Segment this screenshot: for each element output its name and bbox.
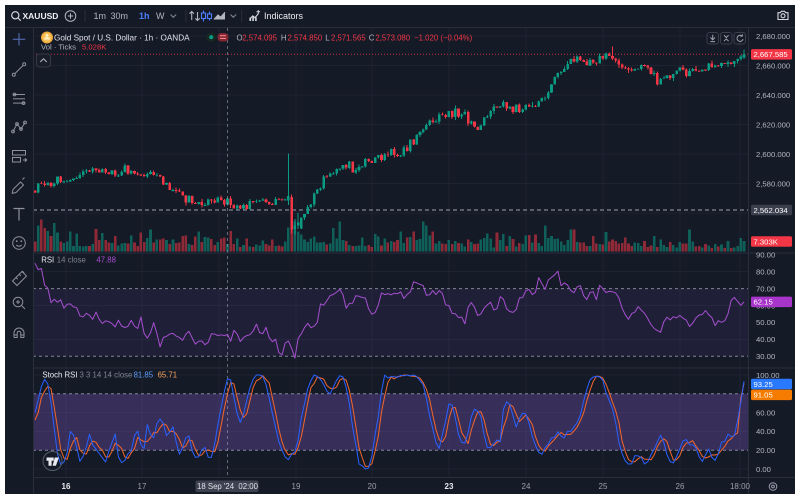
svg-text:2,680.000: 2,680.000 [756,32,790,41]
svg-text:16: 16 [62,482,71,491]
svg-text:5.028K: 5.028K [82,43,107,52]
svg-text:Vol · Ticks: Vol · Ticks [41,43,76,52]
svg-text:C: C [369,34,375,43]
svg-text:3 3 14 14 close: 3 3 14 14 close [80,371,133,380]
svg-text:93.25: 93.25 [754,380,773,389]
svg-text:30.00: 30.00 [756,352,775,361]
svg-text:1m: 1m [94,11,107,21]
svg-text:2,562.034: 2,562.034 [754,206,789,215]
svg-text:2,600.000: 2,600.000 [756,150,790,159]
svg-text:20.00: 20.00 [756,446,775,455]
svg-text:40.00: 40.00 [756,335,775,344]
svg-text:W: W [156,11,165,21]
svg-text:2,574.850: 2,574.850 [288,34,323,43]
svg-text:RSI: RSI [41,256,54,265]
svg-text:Stoch RSI: Stoch RSI [42,371,77,380]
svg-text:81.85: 81.85 [134,371,154,380]
svg-text:2,640.000: 2,640.000 [756,91,790,100]
svg-text:60.00: 60.00 [756,408,775,417]
svg-text:80.00: 80.00 [756,268,775,277]
svg-text:18 Sep '24 02:00: 18 Sep '24 02:00 [197,482,259,491]
svg-text:1h: 1h [139,11,150,21]
svg-text:19: 19 [292,482,301,491]
svg-text:47.88: 47.88 [96,256,116,265]
svg-text:H: H [281,34,287,43]
svg-text:18:00: 18:00 [730,482,751,491]
svg-text:50.00: 50.00 [756,318,775,327]
svg-text:2,571.565: 2,571.565 [331,34,366,43]
svg-text:23: 23 [445,482,454,491]
svg-text:L: L [325,34,330,43]
svg-text:30m: 30m [111,11,129,21]
svg-text:26: 26 [676,482,685,491]
svg-text:65.71: 65.71 [158,371,178,380]
svg-text:−1.020 (−0.04%): −1.020 (−0.04%) [414,34,472,43]
svg-text:2,620.000: 2,620.000 [756,120,790,129]
svg-text:24: 24 [522,482,531,491]
svg-text:100.00: 100.00 [756,371,780,380]
svg-text:0.00: 0.00 [756,465,771,474]
svg-text:25: 25 [599,482,608,491]
svg-text:XAUUSD: XAUUSD [23,11,59,21]
svg-text:Gold Spot / U.S. Dollar · 1h ·: Gold Spot / U.S. Dollar · 1h · OANDA [54,34,190,43]
svg-text:O: O [237,34,243,43]
svg-text:14 close: 14 close [57,256,86,265]
svg-text:62.15: 62.15 [754,298,773,307]
svg-text:17: 17 [138,482,147,491]
svg-text:2,660.000: 2,660.000 [756,61,790,70]
svg-text:2,667.585: 2,667.585 [754,50,788,59]
svg-text:2,580.000: 2,580.000 [756,179,790,188]
svg-text:2,573.080: 2,573.080 [375,34,410,43]
svg-text:20: 20 [368,482,377,491]
svg-text:7.303K: 7.303K [754,237,779,246]
svg-text:40.00: 40.00 [756,427,775,436]
svg-text:90.00: 90.00 [756,251,775,260]
svg-text:91.05: 91.05 [754,391,773,400]
svg-text:70.00: 70.00 [756,284,775,293]
svg-text:Indicators: Indicators [264,11,304,21]
svg-text:2,574.095: 2,574.095 [242,34,277,43]
